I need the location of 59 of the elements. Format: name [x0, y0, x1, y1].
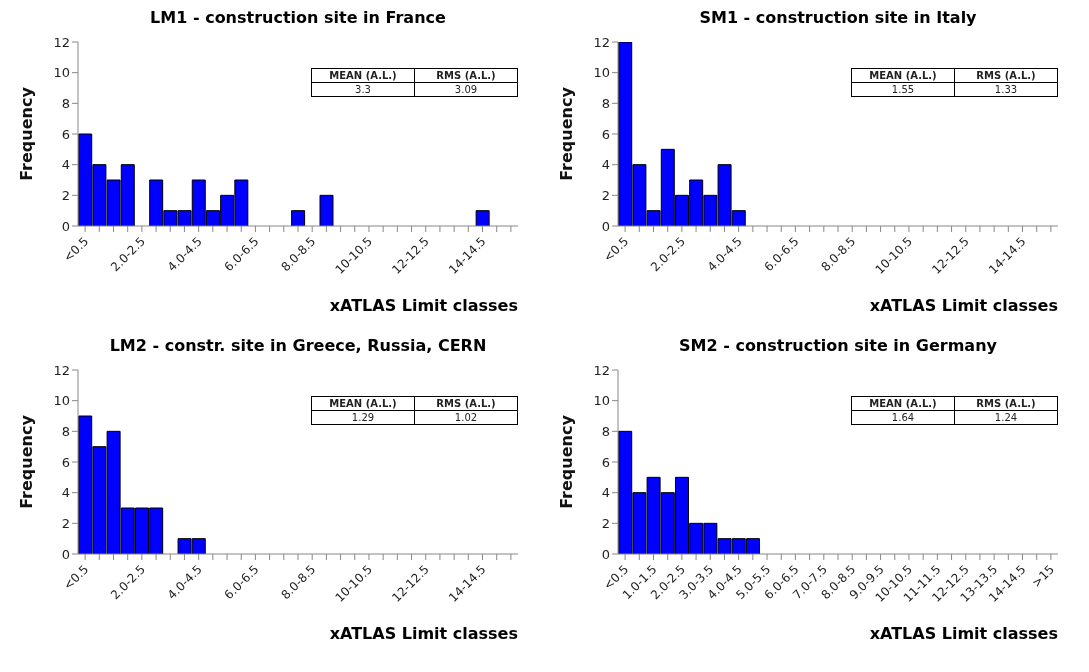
y-tick-label: 10 — [53, 65, 70, 81]
y-tick-label: 2 — [601, 515, 610, 531]
y-axis-title: Frequency — [16, 414, 36, 509]
annotation: 1.29 — [311, 410, 415, 425]
annotation: 1.02 — [414, 410, 518, 425]
annotation: MEAN (A.L.) — [851, 68, 955, 83]
y-tick-label: 0 — [601, 218, 610, 234]
y-tick-label: 8 — [601, 423, 610, 439]
annotation: MEAN (A.L.) — [311, 396, 415, 411]
chart-title: LM2 - constr. site in Greece, Russia, CERN — [108, 336, 488, 357]
y-tick-label: 10 — [593, 393, 610, 409]
annotation: 1.33 — [954, 82, 1058, 97]
chart-title: SM2 - construction site in Germany — [678, 336, 998, 357]
annotation: RMS (A.L.) — [414, 68, 518, 83]
annotation: RMS (A.L.) — [954, 68, 1058, 83]
y-tick-label: 12 — [53, 362, 70, 378]
y-tick-label: 6 — [61, 454, 70, 470]
y-tick-label: 0 — [61, 546, 70, 562]
y-tick-label: 12 — [53, 34, 70, 50]
annotation: 1.64 — [851, 410, 955, 425]
y-tick-label: 10 — [53, 393, 70, 409]
annotation: RMS (A.L.) — [414, 396, 518, 411]
y-tick-label: 6 — [601, 454, 610, 470]
y-tick-label: 4 — [61, 157, 70, 173]
x-axis-title: xATLAS Limit classes — [868, 296, 1059, 315]
y-tick-label: 12 — [593, 34, 610, 50]
y-tick-label: 0 — [601, 546, 610, 562]
annotation: MEAN (A.L.) — [311, 68, 415, 83]
y-tick-label: 8 — [61, 95, 70, 111]
y-tick-label: 8 — [61, 423, 70, 439]
chart-title: SM1 - construction site in Italy — [698, 8, 978, 29]
annotation: 3.3 — [311, 82, 415, 97]
y-tick-label: 8 — [601, 95, 610, 111]
x-axis-title: xATLAS Limit classes — [328, 624, 519, 643]
y-axis-title: Frequency — [556, 414, 576, 509]
y-tick-label: 2 — [61, 187, 70, 203]
y-axis-title: Frequency — [16, 86, 36, 181]
annotation: MEAN (A.L.) — [851, 396, 955, 411]
y-tick-label: 6 — [61, 126, 70, 142]
chart-title: LM1 - construction site in France — [149, 8, 447, 29]
x-axis-title: xATLAS Limit classes — [868, 624, 1059, 643]
annotation: 1.55 — [851, 82, 955, 97]
annotation: 1.24 — [954, 410, 1058, 425]
y-tick-label: 2 — [61, 515, 70, 531]
y-tick-label: 2 — [601, 187, 610, 203]
y-axis-title: Frequency — [556, 86, 576, 181]
bar — [319, 194, 334, 226]
y-tick-label: 4 — [601, 485, 610, 501]
bar — [475, 210, 490, 226]
annotation: 3.09 — [414, 82, 518, 97]
bar — [291, 210, 306, 226]
x-axis-title: xATLAS Limit classes — [328, 296, 519, 315]
y-tick-label: 4 — [61, 485, 70, 501]
y-tick-label: 0 — [61, 218, 70, 234]
y-tick-label: 4 — [601, 157, 610, 173]
y-tick-label: 12 — [593, 362, 610, 378]
annotation: RMS (A.L.) — [954, 396, 1058, 411]
y-tick-label: 6 — [601, 126, 610, 142]
y-tick-label: 10 — [593, 65, 610, 81]
